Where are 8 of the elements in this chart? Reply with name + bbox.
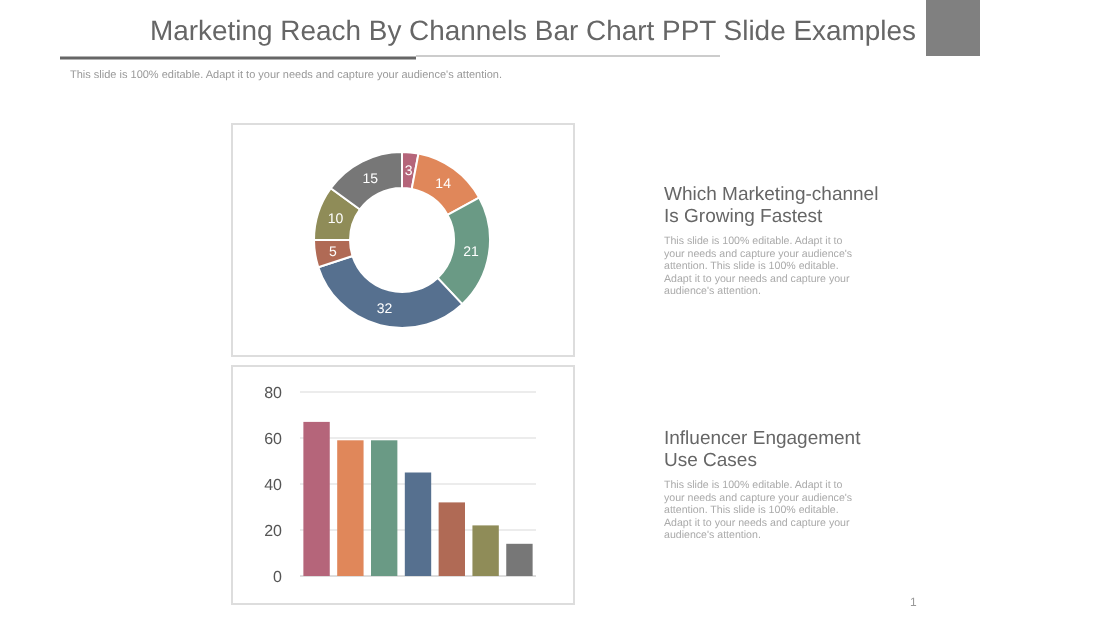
y-tick-label: 0: [273, 567, 284, 586]
text: Which Marketing-channel Is Growing Fastest: [664, 184, 879, 228]
y-tick-label: 80: [264, 383, 284, 402]
y-tick-label: 40: [264, 475, 284, 494]
text: Marketing Reach By Channels Bar Chart PPT Slide Examples: [150, 14, 919, 46]
text: Influencer Engagement Use Cases: [664, 428, 862, 472]
y-tick-label: 20: [264, 521, 284, 540]
y-tick-label: 60: [264, 429, 284, 448]
